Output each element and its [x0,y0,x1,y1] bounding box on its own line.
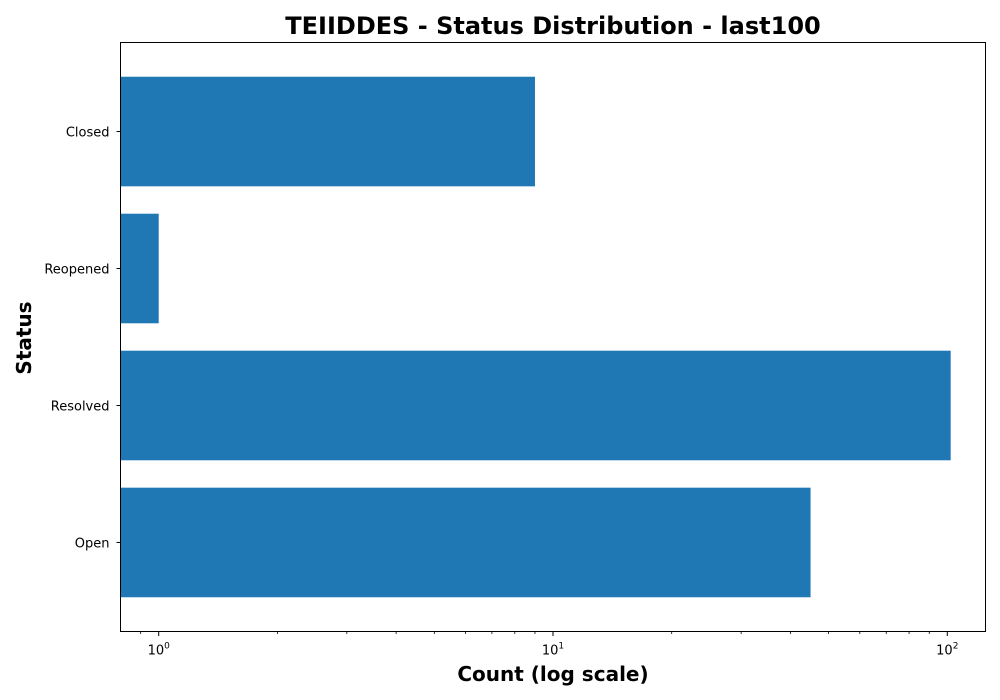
bars-group [120,76,951,598]
chart-title: TEIIDDES - Status Distribution - last100 [285,12,820,40]
y-tick-label: Open [75,536,110,551]
y-tick-label: Resolved [51,399,110,414]
x-tick-label: 101 [542,642,564,659]
x-axis-label: Count (log scale) [457,662,648,686]
bar-reopened [120,213,159,324]
bar-resolved [120,350,951,461]
y-axis-ticks: Closed Reopened Resolved Open [44,126,121,551]
y-axis-label: Status [12,301,36,374]
x-axis-ticks: 100 101 102 [140,631,958,659]
plot-frame [120,42,986,632]
y-tick-label: Reopened [44,263,109,278]
y-tick-label: Closed [66,126,110,141]
bar-closed [120,76,535,187]
x-tick-label: 102 [936,642,958,659]
bar-open [120,487,811,598]
x-tick-label: 100 [148,642,171,659]
